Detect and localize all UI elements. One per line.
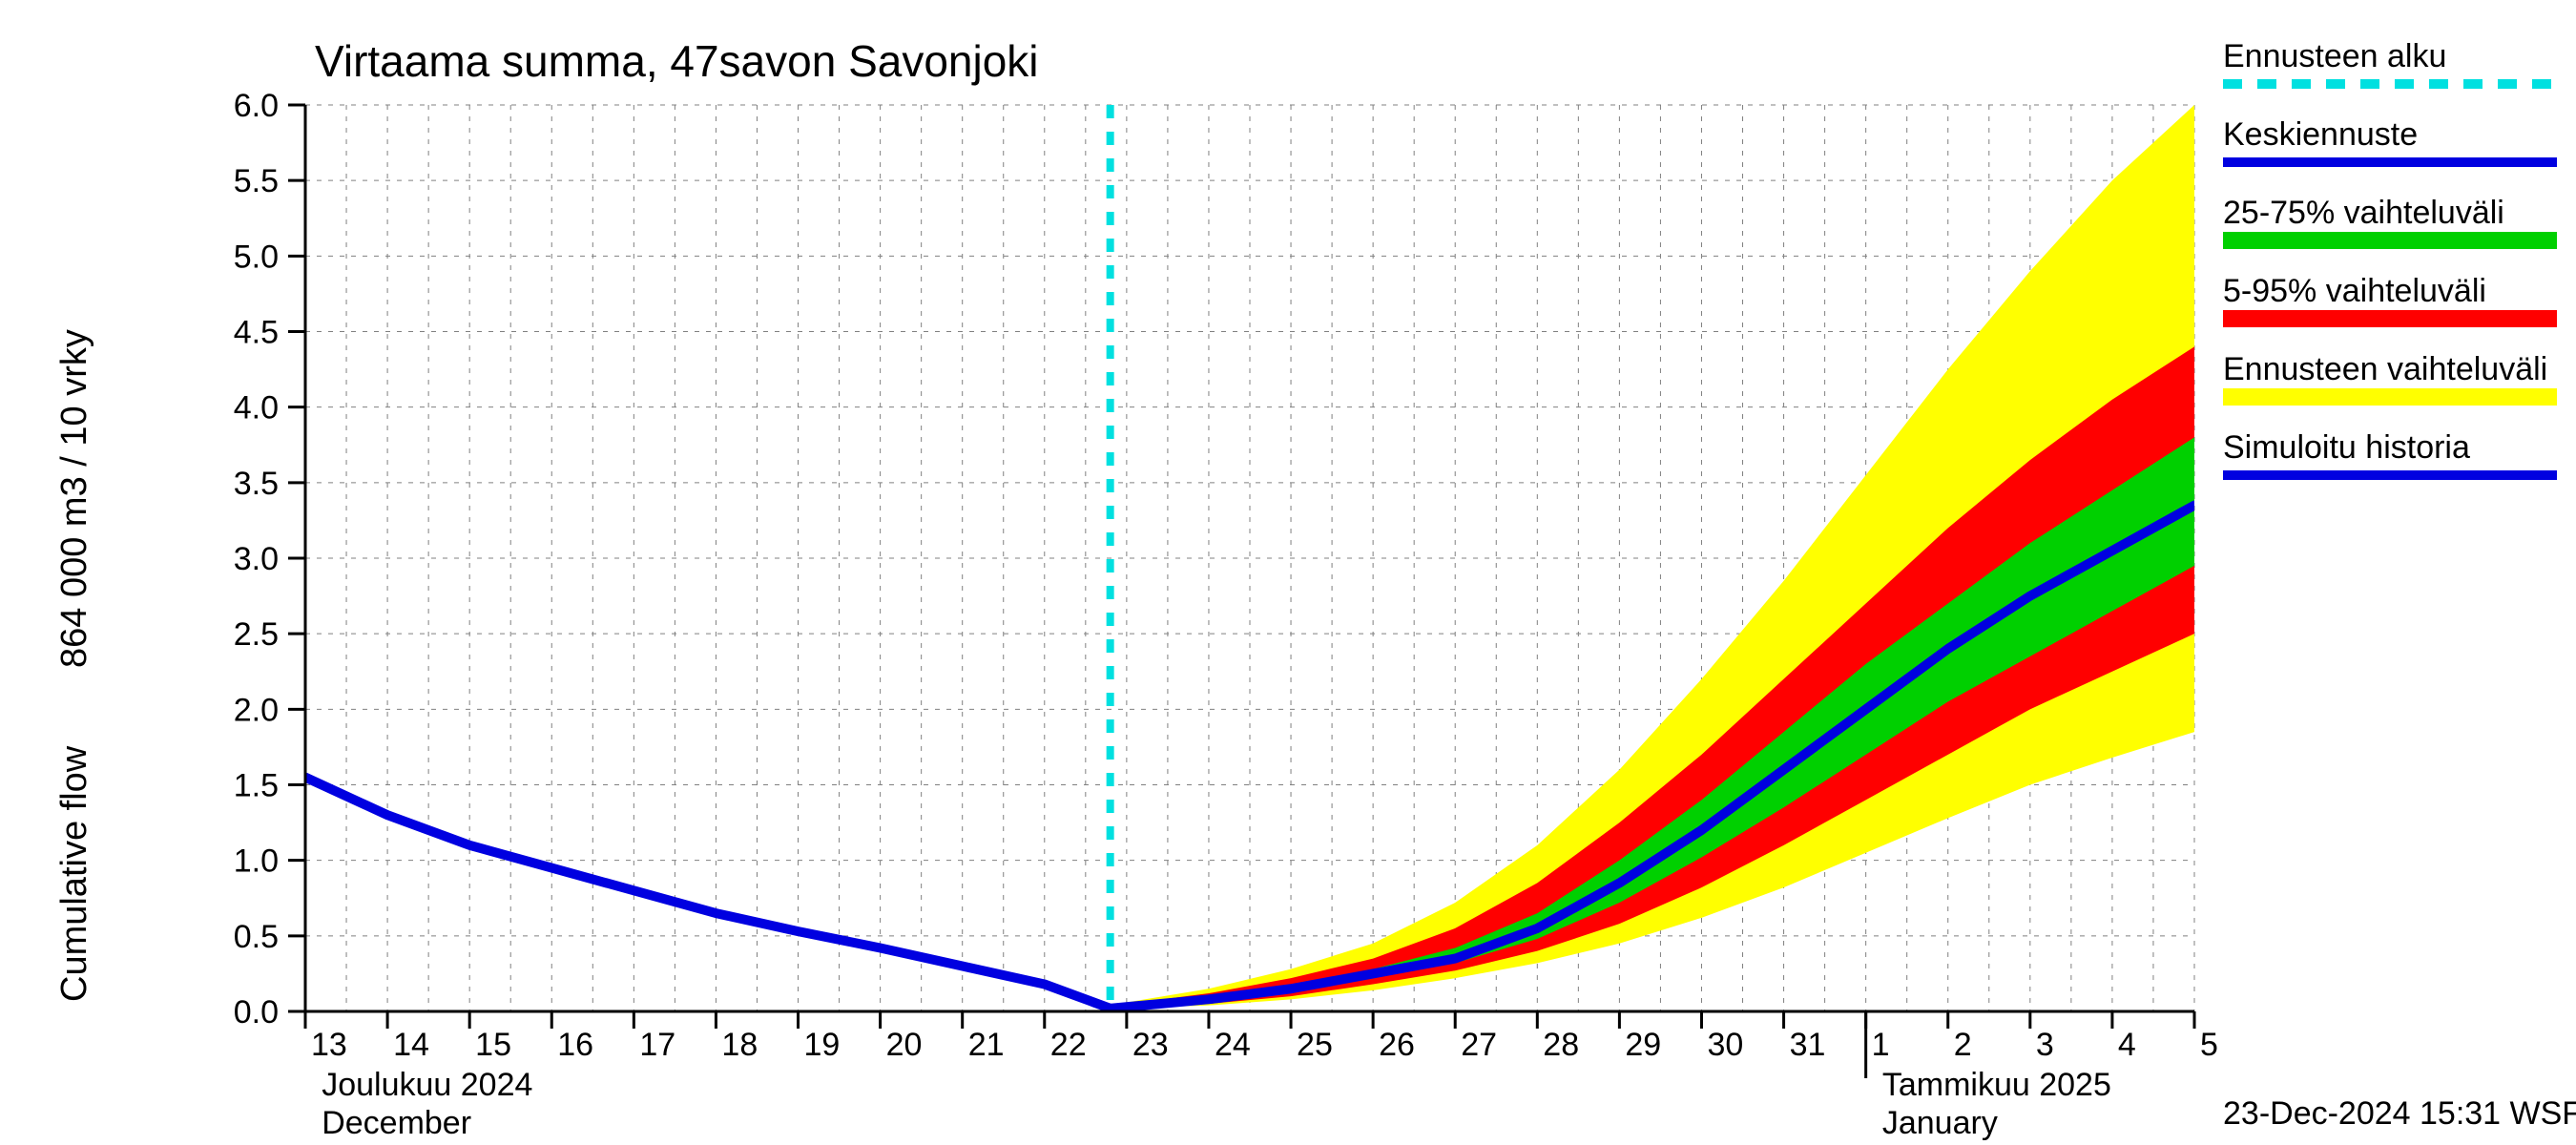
legend-swatch	[2223, 232, 2557, 249]
legend-swatch	[2223, 388, 2557, 406]
legend-label: Ennusteen alku	[2223, 38, 2446, 74]
x-tick-label: 28	[1543, 1027, 1579, 1063]
y-axis-label: Cumulative flow 864 000 m3 / 10 vrky	[54, 329, 94, 1002]
y-tick-label: 1.5	[234, 768, 279, 804]
x-tick-label: 18	[721, 1027, 758, 1063]
y-tick-label: 0.5	[234, 919, 279, 955]
y-tick-label: 4.5	[234, 315, 279, 351]
x-tick-label: 29	[1625, 1027, 1661, 1063]
x-tick-label: 16	[557, 1027, 593, 1063]
bands	[1111, 105, 2194, 1009]
month-label-left-en: December	[322, 1105, 471, 1141]
y-tick-label: 4.0	[234, 390, 279, 427]
x-tick-label: 2	[1954, 1027, 1972, 1063]
y-tick-label: 3.0	[234, 541, 279, 577]
x-tick-label: 3	[2036, 1027, 2054, 1063]
x-tick-label: 20	[886, 1027, 923, 1063]
chart-container: 0.0 0.5 1.0 1.5 2.0 2.5 3.0 3.5 4.0 4.5 5.0 5.5 6.0 1…	[0, 0, 2576, 1145]
footer-timestamp: 23-Dec-2024 15:31 WSFS-O	[2223, 1095, 2576, 1132]
y-tick-label: 0.0	[234, 994, 279, 1030]
y-tick-label: 1.0	[234, 843, 279, 880]
x-tick-label: 22	[1050, 1027, 1087, 1063]
x-tick-label: 14	[393, 1027, 429, 1063]
month-label-right-fi: Tammikuu 2025	[1882, 1067, 2111, 1103]
x-tick-label: 23	[1132, 1027, 1169, 1063]
y-tick-label: 2.5	[234, 616, 279, 653]
x-tick-label: 27	[1461, 1027, 1497, 1063]
y-tick-label: 5.5	[234, 163, 279, 199]
y-tick-label: 3.5	[234, 466, 279, 502]
x-tick-label: 4	[2118, 1027, 2136, 1063]
history-line	[305, 778, 1111, 1009]
month-label-left-fi: Joulukuu 2024	[322, 1067, 532, 1103]
svg-text:864 000 m3 / 10 vrky: 864 000 m3 / 10 vrky	[54, 329, 94, 668]
y-tick-label: 6.0	[234, 88, 279, 124]
x-tick-label: 13	[311, 1027, 347, 1063]
x-tick-label: 15	[475, 1027, 511, 1063]
legend-label: Ennusteen vaihteluväli	[2223, 351, 2547, 387]
legend: Ennusteen alku Keskiennuste 25-75% vaihtel…	[2223, 38, 2557, 475]
month-label-right-en: January	[1882, 1105, 1998, 1141]
legend-label: 5-95% vaihteluväli	[2223, 273, 2486, 309]
legend-label: Keskiennuste	[2223, 116, 2418, 153]
x-tick-label: 21	[968, 1027, 1005, 1063]
x-tick-label: 1	[1872, 1027, 1890, 1063]
x-tick-label: 17	[639, 1027, 675, 1063]
y-tick-label: 2.0	[234, 692, 279, 728]
x-tick-label: 25	[1297, 1027, 1333, 1063]
x-tick-label: 31	[1790, 1027, 1826, 1063]
svg-text:Cumulative flow: Cumulative flow	[54, 745, 94, 1002]
x-tick-label: 26	[1379, 1027, 1415, 1063]
legend-label: Simuloitu historia	[2223, 429, 2470, 466]
legend-label: 25-75% vaihteluväli	[2223, 195, 2504, 231]
x-tick-label: 24	[1215, 1027, 1251, 1063]
y-tick-label: 5.0	[234, 239, 279, 275]
x-tick-label: 5	[2200, 1027, 2218, 1063]
chart-title: Virtaama summa, 47savon Savonjoki	[315, 36, 1039, 86]
legend-swatch	[2223, 310, 2557, 327]
x-tick-label: 19	[804, 1027, 841, 1063]
chart-svg: 0.0 0.5 1.0 1.5 2.0 2.5 3.0 3.5 4.0 4.5 5.0 5.5 6.0 1…	[0, 0, 2576, 1145]
x-tick-label: 30	[1707, 1027, 1743, 1063]
